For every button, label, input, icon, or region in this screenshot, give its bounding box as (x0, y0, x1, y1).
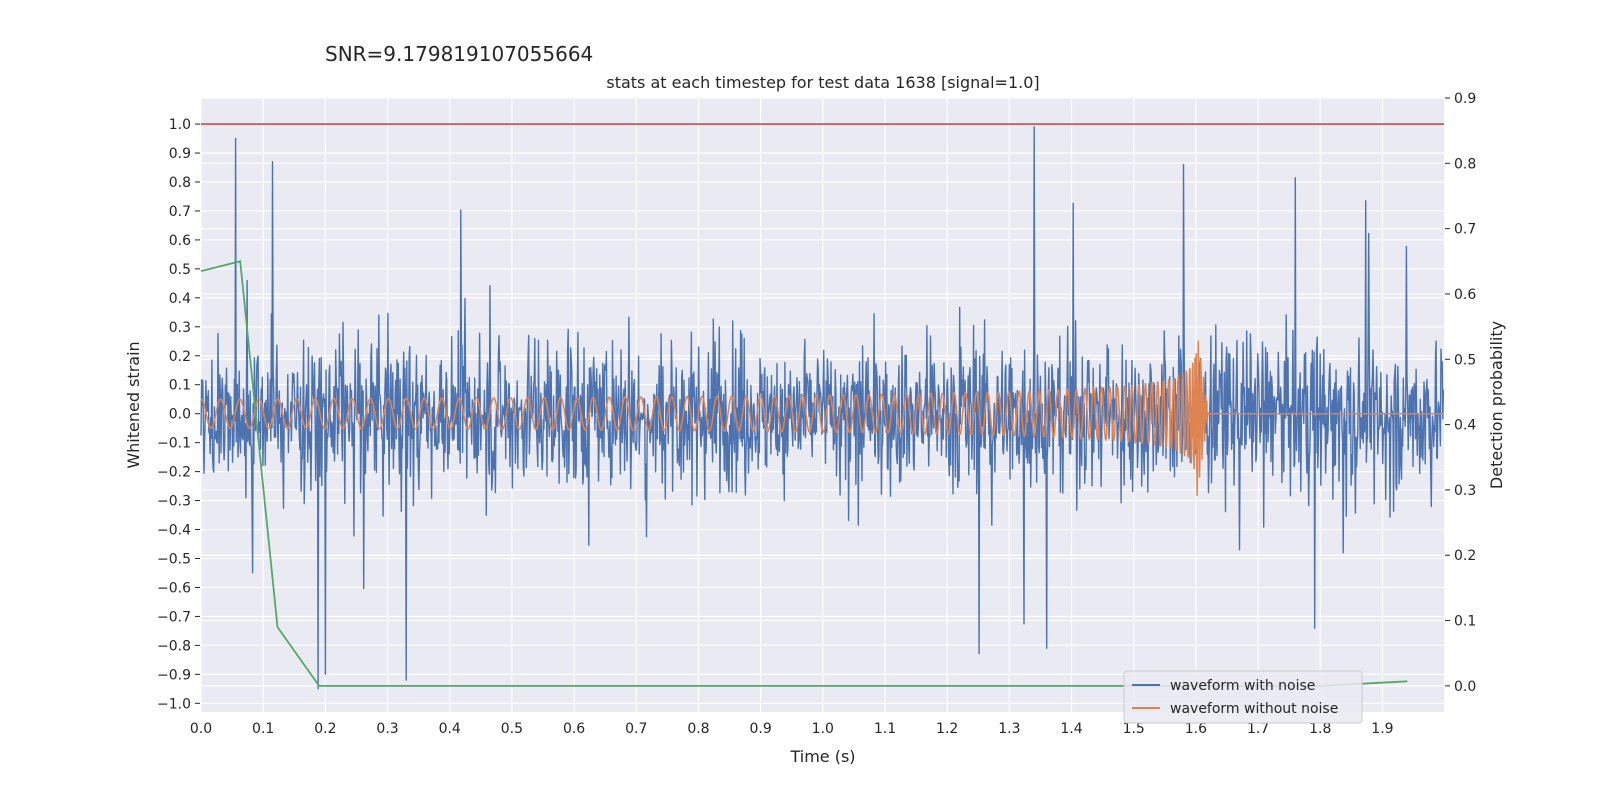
y2-tick-label: 0.6 (1454, 287, 1476, 303)
x-tick-label: 1.4 (1060, 721, 1082, 737)
x-tick-label: 1.6 (1185, 721, 1207, 737)
y-tick-label: 0.0 (169, 407, 191, 423)
y-tick-label: 0.3 (169, 320, 191, 336)
y-tick-label: 0.8 (169, 175, 191, 191)
snr-label: SNR=9.179819107055664 (325, 42, 593, 66)
x-tick-label: 0.6 (563, 721, 585, 737)
y2-tick-label: 0.3 (1454, 483, 1476, 499)
y2-axis-label: Detection probability (1487, 321, 1506, 489)
x-tick-label: 0.7 (625, 721, 647, 737)
y-tick-label: −1.0 (157, 696, 191, 712)
grid-lines (200, 97, 1444, 712)
x-tick-label: 1.0 (812, 721, 834, 737)
x-tick-label: 0.2 (314, 721, 336, 737)
y-tick-label: 0.2 (169, 349, 191, 365)
x-tick-label: 0.1 (252, 721, 274, 737)
y2-tick-label: 0.5 (1454, 352, 1476, 368)
legend-box (1123, 670, 1363, 724)
chart-title: stats at each timestep for test data 163… (606, 73, 1039, 92)
x-tick-label: 0.9 (749, 721, 771, 737)
y2-tick-labels: 0.0 0.1 0.2 0.3 0.4 0.5 0.6 0.7 0.8 0.9 (1445, 91, 1476, 695)
x-tick-label: 1.2 (936, 721, 958, 737)
x-tick-label: 1.7 (1247, 721, 1269, 737)
y-axis-label: Whitened strain (124, 341, 143, 468)
y-tick-label: 0.4 (169, 291, 191, 307)
y-tick-label: 0.9 (169, 146, 191, 162)
legend: waveform with noise waveform without noi… (1123, 670, 1363, 724)
legend-label-noise: waveform with noise (1170, 678, 1315, 694)
series-waveform-with-noise (200, 126, 1445, 690)
y-tick-label: −0.7 (157, 609, 191, 625)
x-tick-label: 0.0 (190, 721, 212, 737)
y-tick-label: 0.1 (169, 378, 191, 394)
y2-tick-label: 0.4 (1454, 418, 1476, 434)
y2-tick-label: 0.1 (1454, 614, 1476, 630)
y-tick-label: −0.4 (157, 523, 191, 539)
x-tick-label: 0.5 (501, 721, 523, 737)
y2-tick-label: 0.7 (1454, 222, 1476, 238)
y-tick-label: −0.6 (157, 580, 191, 596)
x-axis-label: Time (s) (789, 747, 855, 766)
y-tick-label: 0.7 (169, 204, 191, 220)
y2-tick-label: 0.9 (1454, 91, 1476, 107)
y-tick-label: −0.8 (157, 638, 191, 654)
y-tick-label: 1.0 (169, 117, 191, 133)
x-tick-label: 0.4 (439, 721, 461, 737)
y-tick-label: −0.3 (157, 494, 191, 510)
x-tick-labels: 0.0 0.1 0.2 0.3 0.4 0.5 0.6 0.7 0.8 0.9 1.0 1.1 1.2 1… (190, 721, 1394, 737)
x-tick-label: 1.1 (874, 721, 896, 737)
x-tick-label: 1.9 (1371, 721, 1393, 737)
y-tick-labels: −1.0 −0.9 −0.8 −0.7 −0.6 −0.5 −0.4 −0.3 −0.2 −0.1… (157, 117, 200, 712)
x-tick-label: 1.5 (1123, 721, 1145, 737)
x-tick-label: 0.8 (687, 721, 709, 737)
y-tick-label: −0.5 (157, 552, 191, 568)
y2-tick-label: 0.0 (1454, 679, 1476, 695)
y-tick-label: −0.9 (157, 667, 191, 683)
y-tick-label: 0.5 (169, 262, 191, 278)
y2-tick-label: 0.8 (1454, 156, 1476, 172)
y-tick-label: 0.6 (169, 233, 191, 249)
x-tick-label: 1.8 (1309, 721, 1331, 737)
y-tick-label: −0.2 (157, 465, 191, 481)
legend-label-clean: waveform without noise (1170, 701, 1338, 717)
series-waveform-without-noise (200, 340, 1444, 496)
y-tick-label: −0.1 (157, 436, 191, 452)
x-tick-label: 0.3 (376, 721, 398, 737)
x-tick-label: 1.3 (998, 721, 1020, 737)
y2-tick-label: 0.2 (1454, 548, 1476, 564)
